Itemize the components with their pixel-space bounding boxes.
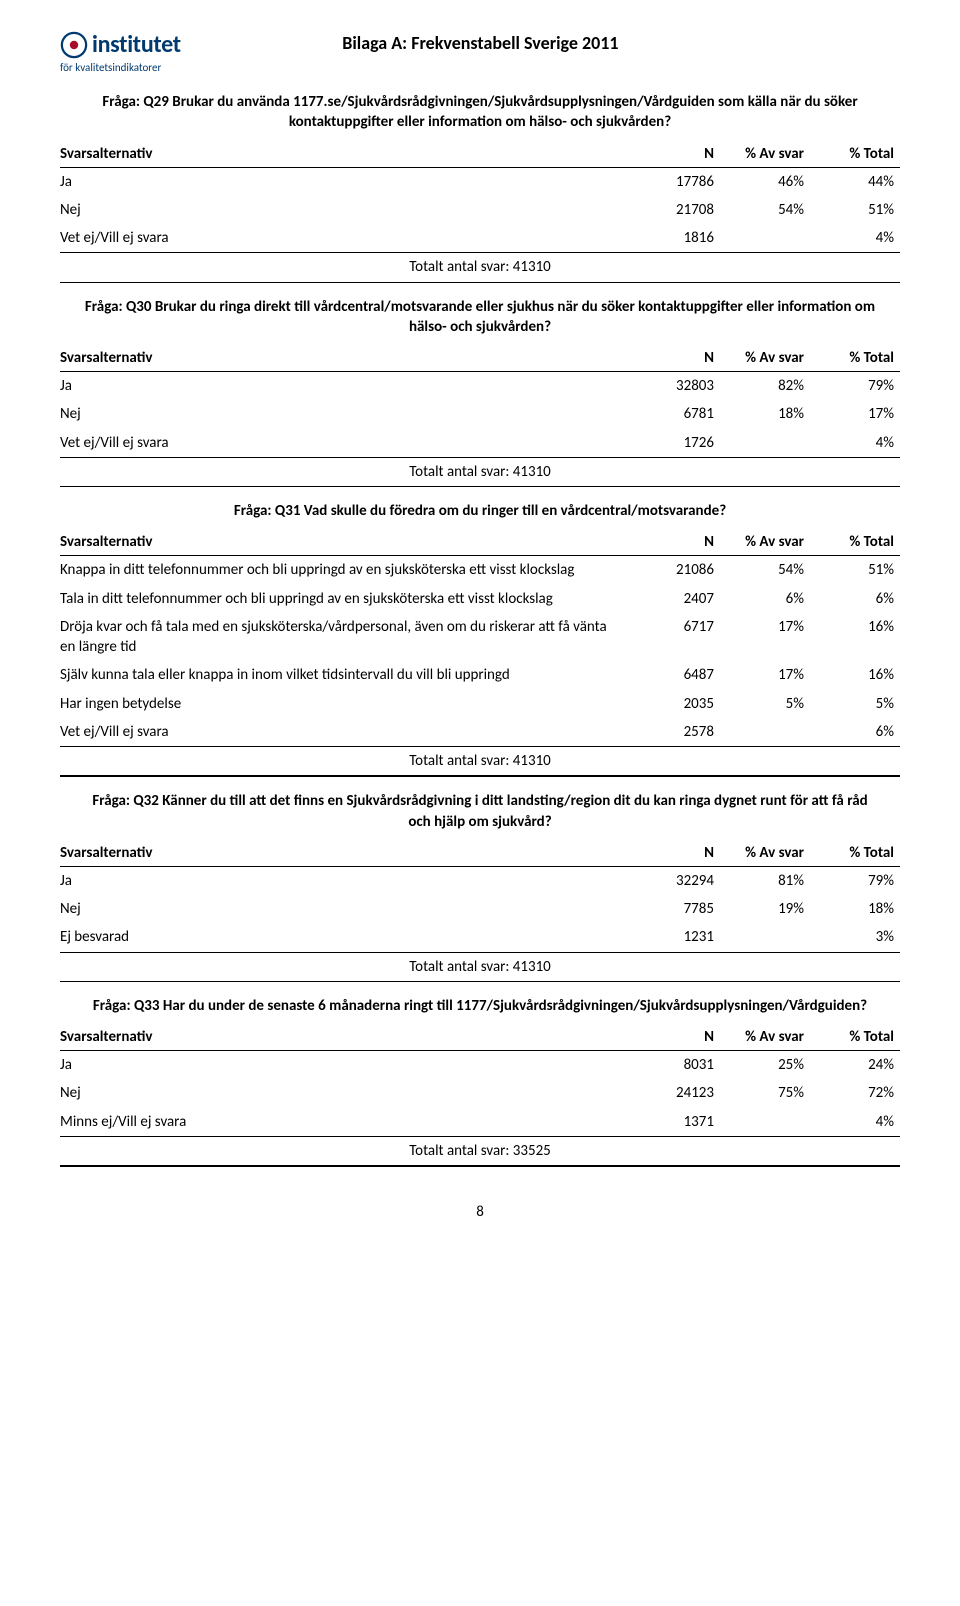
- total-row: Totalt antal svar: 33525: [60, 1136, 900, 1166]
- col-total: % Total: [810, 529, 900, 556]
- question-q29: Fråga: Q29 Brukar du använda 1177.se/Sju…: [60, 92, 900, 283]
- table-row: Ja3280382%79%: [60, 372, 900, 401]
- table-row: Har ingen betydelse20355%5%: [60, 690, 900, 718]
- table-row: Nej778519%18%: [60, 895, 900, 923]
- question-q33: Fråga: Q33 Har du under de senaste 6 mån…: [60, 996, 900, 1167]
- col-n: N: [630, 840, 720, 867]
- col-n: N: [630, 345, 720, 372]
- logo-subtitle: för kvalitetsindikatorer: [60, 61, 181, 74]
- col-svars: Svarsalternativ: [60, 1024, 630, 1051]
- col-avsvar: % Av svar: [720, 529, 810, 556]
- q29-table: Svarsalternativ N % Av svar % Total Ja17…: [60, 141, 900, 283]
- col-total: % Total: [810, 1024, 900, 1051]
- q32-title: Fråga: Q32 Känner du till att det finns …: [80, 791, 880, 832]
- bilaga-title: Bilaga A: Frekvenstabell Sverige 2011: [61, 30, 900, 54]
- col-n: N: [630, 141, 720, 168]
- table-row: Ej besvarad12313%: [60, 923, 900, 952]
- total-row: Totalt antal svar: 41310: [60, 952, 900, 981]
- q31-table: Svarsalternativ N % Av svar % Total Knap…: [60, 529, 900, 777]
- q30-table: Svarsalternativ N % Av svar % Total Ja32…: [60, 345, 900, 487]
- total-row: Totalt antal svar: 41310: [60, 457, 900, 486]
- q29-title: Fråga: Q29 Brukar du använda 1177.se/Sju…: [80, 92, 880, 133]
- col-n: N: [630, 529, 720, 556]
- col-avsvar: % Av svar: [720, 345, 810, 372]
- page-header: institutet för kvalitetsindikatorer Bila…: [60, 30, 900, 74]
- total-row: Totalt antal svar: 41310: [60, 253, 900, 282]
- col-svars: Svarsalternativ: [60, 141, 630, 168]
- q33-table: Svarsalternativ N % Av svar % Total Ja80…: [60, 1024, 900, 1167]
- col-svars: Svarsalternativ: [60, 840, 630, 867]
- question-q30: Fråga: Q30 Brukar du ringa direkt till v…: [60, 297, 900, 488]
- table-row: Knappa in ditt telefonnummer och bli upp…: [60, 556, 900, 585]
- col-avsvar: % Av svar: [720, 141, 810, 168]
- question-q31: Fråga: Q31 Vad skulle du föredra om du r…: [60, 501, 900, 777]
- col-total: % Total: [810, 141, 900, 168]
- col-svars: Svarsalternativ: [60, 529, 630, 556]
- page-number: 8: [60, 1203, 900, 1221]
- table-row: Ja803125%24%: [60, 1051, 900, 1080]
- table-row: Ja1778646%44%: [60, 167, 900, 196]
- table-row: Nej2170854%51%: [60, 196, 900, 224]
- table-row: Nej678118%17%: [60, 400, 900, 428]
- q32-table: Svarsalternativ N % Av svar % Total Ja32…: [60, 840, 900, 982]
- table-row: Vet ej/Vill ej svara25786%: [60, 718, 900, 747]
- total-row: Totalt antal svar: 41310: [60, 747, 900, 777]
- col-total: % Total: [810, 840, 900, 867]
- col-n: N: [630, 1024, 720, 1051]
- col-avsvar: % Av svar: [720, 840, 810, 867]
- col-svars: Svarsalternativ: [60, 345, 630, 372]
- table-row: Minns ej/Vill ej svara13714%: [60, 1108, 900, 1137]
- q33-title: Fråga: Q33 Har du under de senaste 6 mån…: [80, 996, 880, 1016]
- table-row: Själv kunna tala eller knappa in inom vi…: [60, 661, 900, 689]
- col-avsvar: % Av svar: [720, 1024, 810, 1051]
- q31-title: Fråga: Q31 Vad skulle du föredra om du r…: [80, 501, 880, 521]
- table-row: Nej2412375%72%: [60, 1079, 900, 1107]
- col-total: % Total: [810, 345, 900, 372]
- question-q32: Fråga: Q32 Känner du till att det finns …: [60, 791, 900, 982]
- table-row: Ja3229481%79%: [60, 866, 900, 895]
- table-row: Tala in ditt telefonnummer och bli uppri…: [60, 585, 900, 613]
- table-row: Vet ej/Vill ej svara18164%: [60, 224, 900, 253]
- table-row: Vet ej/Vill ej svara17264%: [60, 429, 900, 458]
- table-row: Dröja kvar och få tala med en sjuksköter…: [60, 613, 900, 662]
- q30-title: Fråga: Q30 Brukar du ringa direkt till v…: [80, 297, 880, 338]
